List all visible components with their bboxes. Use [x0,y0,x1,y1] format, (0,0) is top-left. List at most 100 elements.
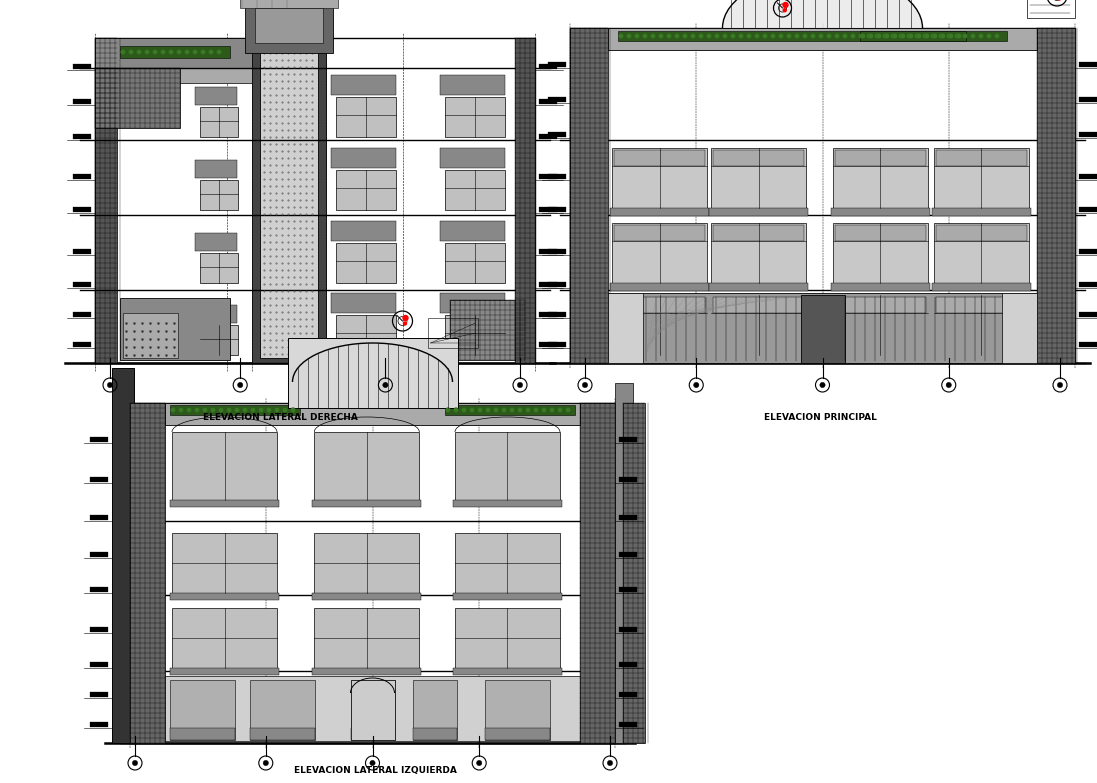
Bar [619,692,637,697]
Circle shape [208,49,214,55]
Bar [455,608,559,668]
Circle shape [291,407,295,413]
Bar [548,249,566,254]
Bar [315,533,419,593]
Circle shape [194,407,200,413]
Circle shape [916,34,921,38]
Bar [936,297,1027,313]
Text: ELEVACION LATERAL IZQUIERDA: ELEVACION LATERAL IZQUIERDA [294,766,456,774]
Bar [931,208,1030,216]
Circle shape [501,407,507,413]
Circle shape [494,407,498,413]
Bar [255,8,323,43]
Bar [455,533,559,593]
Bar [90,662,108,667]
Bar [710,208,808,216]
Bar [619,722,637,727]
Circle shape [826,34,832,38]
Circle shape [915,34,919,38]
Circle shape [626,34,632,38]
Bar [619,587,637,592]
Circle shape [283,407,287,413]
Bar [170,668,279,675]
Circle shape [184,49,190,55]
Circle shape [160,49,166,55]
Bar [313,593,421,600]
Circle shape [667,34,671,38]
Circle shape [179,407,183,413]
Circle shape [819,382,825,388]
Bar [73,174,91,179]
Circle shape [842,34,848,38]
Bar [1079,132,1097,137]
Bar [315,432,419,500]
Bar [514,38,535,363]
Circle shape [835,34,839,38]
Bar [445,170,505,210]
Bar [331,148,396,168]
Circle shape [133,760,137,766]
Bar [614,297,705,313]
Bar [95,38,280,68]
Bar [313,500,421,507]
Circle shape [238,382,242,388]
Bar [170,405,299,415]
Bar [1037,28,1075,363]
Bar [614,225,705,241]
Circle shape [986,34,992,38]
Circle shape [634,34,640,38]
Bar [445,315,505,355]
Circle shape [901,34,905,38]
Bar [336,170,396,210]
Bar [90,552,108,557]
Bar [90,692,108,697]
Bar [548,282,566,287]
Bar [548,312,566,317]
Circle shape [882,34,887,38]
Bar [170,728,235,740]
Bar [830,355,929,363]
Bar [252,0,326,363]
Bar [1079,207,1097,212]
Bar [440,293,505,313]
Circle shape [682,34,688,38]
Circle shape [867,34,871,38]
Bar [615,383,633,743]
Circle shape [403,316,408,320]
Bar [485,728,550,740]
Bar [170,680,235,740]
Bar [833,295,928,355]
Bar [539,249,557,254]
Bar [1002,293,1037,363]
Bar [412,680,456,740]
Circle shape [949,34,953,38]
Bar [618,31,1007,41]
Bar [240,0,338,8]
Circle shape [250,407,256,413]
Circle shape [884,34,890,38]
Circle shape [947,34,951,38]
Circle shape [925,34,929,38]
Circle shape [108,382,113,388]
Circle shape [738,34,744,38]
Bar [445,243,505,283]
Circle shape [706,34,712,38]
Bar [95,68,180,128]
Bar [539,282,557,287]
Bar [351,680,395,740]
Bar [619,477,637,482]
Bar [453,668,562,675]
Bar [245,0,333,53]
Circle shape [518,407,522,413]
Circle shape [731,34,735,38]
Circle shape [525,407,531,413]
Circle shape [226,407,231,413]
Bar [440,221,505,241]
Circle shape [923,34,927,38]
Bar [548,132,566,137]
Bar [313,668,421,675]
Circle shape [404,322,407,325]
Circle shape [818,34,824,38]
Bar [131,403,165,743]
Circle shape [121,49,125,55]
